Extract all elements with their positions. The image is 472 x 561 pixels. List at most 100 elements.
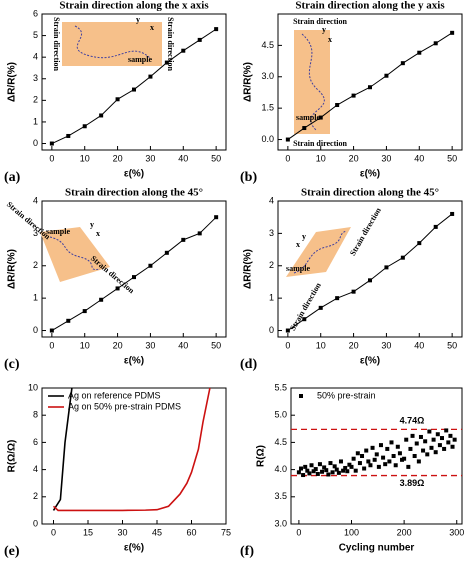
marker bbox=[423, 439, 428, 444]
panel-label: (b) bbox=[240, 170, 257, 185]
annotation: x bbox=[150, 23, 154, 32]
chart-title: Strain direction along the 45° bbox=[301, 187, 439, 199]
plot-frame bbox=[41, 387, 227, 525]
marker bbox=[296, 470, 301, 475]
marker bbox=[393, 463, 398, 468]
marker bbox=[302, 126, 307, 131]
marker bbox=[368, 278, 372, 283]
y-tick-label: 6 bbox=[33, 437, 38, 447]
y-tick-label: 0 bbox=[269, 325, 274, 335]
y-tick-label: 5.5 bbox=[274, 382, 287, 392]
marker bbox=[302, 317, 307, 322]
annotation: Strain direction bbox=[89, 254, 136, 296]
annotation: y bbox=[90, 220, 94, 229]
inset-sample bbox=[40, 227, 110, 282]
marker bbox=[370, 445, 375, 450]
marker bbox=[383, 462, 388, 467]
marker bbox=[442, 446, 447, 451]
marker bbox=[427, 429, 432, 434]
marker bbox=[303, 464, 308, 469]
y-axis-label: ΔR/R(%) bbox=[243, 249, 254, 289]
marker bbox=[334, 467, 339, 472]
x-tick-label: 30 bbox=[145, 340, 155, 350]
marker bbox=[115, 97, 120, 102]
marker bbox=[338, 459, 343, 464]
y-axis-label: R(Ω/Ω) bbox=[7, 440, 18, 473]
marker bbox=[335, 103, 340, 108]
x-tick-label: 0 bbox=[296, 527, 301, 537]
inset-wire bbox=[74, 25, 151, 59]
marker bbox=[330, 470, 335, 475]
marker bbox=[351, 93, 356, 98]
annotation: Strain direction bbox=[288, 281, 323, 333]
x-tick-label: 75 bbox=[221, 527, 231, 537]
y-tick-label: 2 bbox=[33, 491, 38, 501]
x-tick-label: 30 bbox=[145, 153, 155, 163]
x-tick-label: 20 bbox=[349, 153, 359, 163]
annotation: x bbox=[296, 240, 300, 249]
marker bbox=[66, 133, 71, 138]
x-tick-label: 30 bbox=[381, 153, 391, 163]
panel-label: (f) bbox=[240, 544, 254, 559]
x-tick-label: 10 bbox=[80, 153, 90, 163]
marker bbox=[347, 462, 352, 467]
marker bbox=[148, 74, 153, 79]
marker bbox=[404, 437, 409, 442]
marker bbox=[309, 463, 314, 468]
inset-sample bbox=[286, 227, 351, 277]
marker bbox=[437, 443, 442, 448]
x-tick-label: 10 bbox=[316, 340, 326, 350]
marker bbox=[336, 470, 341, 475]
marker bbox=[448, 433, 453, 438]
marker bbox=[397, 451, 402, 456]
annotation: x bbox=[96, 229, 100, 238]
y-tick-label: 6 bbox=[33, 8, 38, 18]
marker bbox=[132, 87, 136, 92]
marker bbox=[452, 437, 457, 442]
x-tick-label: 300 bbox=[449, 527, 464, 537]
x-tick-label: 200 bbox=[397, 527, 412, 537]
y-tick-label: 1 bbox=[33, 293, 38, 303]
x-tick-label: 40 bbox=[178, 153, 188, 163]
marker bbox=[450, 444, 455, 449]
marker bbox=[301, 473, 306, 478]
marker bbox=[335, 296, 340, 301]
x-tick-label: 50 bbox=[447, 153, 457, 163]
marker bbox=[450, 211, 455, 216]
marker bbox=[433, 224, 438, 229]
marker bbox=[414, 441, 419, 446]
panel-label: (a) bbox=[4, 170, 21, 185]
marker bbox=[99, 113, 104, 118]
y-tick-label: 1 bbox=[33, 116, 38, 126]
inset-wire bbox=[293, 230, 347, 274]
y-tick-label: 4.5 bbox=[274, 437, 287, 447]
marker bbox=[400, 255, 405, 260]
y-tick-label: 0 bbox=[33, 518, 38, 528]
panel-label: (e) bbox=[4, 544, 20, 559]
marker bbox=[372, 457, 377, 462]
chart-title: Strain direction along the y axis bbox=[295, 0, 445, 12]
x-axis-label: ε(%) bbox=[124, 356, 144, 367]
marker bbox=[349, 464, 354, 469]
marker bbox=[148, 263, 153, 268]
y-tick-label: 2 bbox=[33, 260, 38, 270]
marker bbox=[315, 471, 320, 476]
marker bbox=[214, 215, 219, 220]
y-tick-label: 0 bbox=[33, 138, 38, 148]
marker bbox=[378, 443, 383, 448]
marker bbox=[355, 451, 360, 456]
marker bbox=[402, 456, 407, 461]
plot-frame bbox=[290, 387, 463, 525]
y-tick-label: 3.0 bbox=[274, 518, 287, 528]
x-tick-label: 50 bbox=[447, 340, 457, 350]
x-axis-label: ε(%) bbox=[124, 169, 144, 180]
y-tick-label: 5.0 bbox=[274, 410, 287, 420]
legend-label: Ag on 50% pre-strain PDMS bbox=[68, 401, 181, 411]
marker bbox=[366, 459, 371, 464]
marker bbox=[406, 464, 411, 469]
y-tick-label: 4 bbox=[33, 52, 38, 62]
y-tick-label: 3.5 bbox=[274, 491, 287, 501]
y-tick-label: 8 bbox=[33, 410, 38, 420]
marker bbox=[410, 433, 415, 438]
reference-label: 3.89Ω bbox=[400, 478, 425, 488]
